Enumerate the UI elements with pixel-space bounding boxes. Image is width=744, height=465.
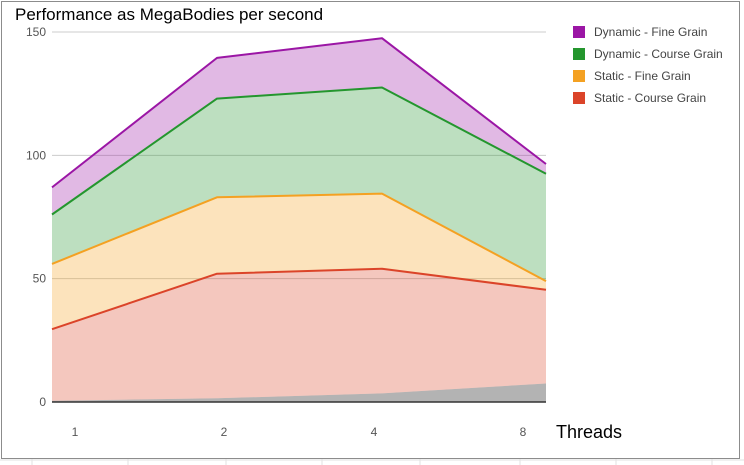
static-course-grain-area bbox=[52, 268, 546, 401]
x-tick-label: 2 bbox=[221, 425, 228, 439]
y-tick-label: 0 bbox=[39, 395, 46, 409]
chart-container[interactable] bbox=[1, 1, 740, 459]
legend-label: Static - Course Grain bbox=[594, 91, 706, 105]
static-course-grain-line bbox=[51, 267, 547, 331]
legend-swatch bbox=[573, 26, 585, 38]
y-tick-label: 100 bbox=[26, 148, 46, 162]
legend: Dynamic - Fine Grain Dynamic - Course Gra… bbox=[573, 25, 723, 105]
dynamic-fine-grain-line bbox=[51, 37, 547, 189]
y-tick-label: 150 bbox=[26, 25, 46, 39]
x-tick-label: 1 bbox=[72, 425, 79, 439]
x-axis-title: Threads bbox=[556, 422, 622, 442]
legend-swatch bbox=[573, 70, 585, 82]
legend-label: Dynamic - Fine Grain bbox=[594, 25, 707, 39]
legend-label: Static - Fine Grain bbox=[594, 69, 691, 83]
legend-swatch bbox=[573, 48, 585, 60]
area-series bbox=[51, 37, 547, 402]
x-tick-label: 8 bbox=[520, 425, 527, 439]
y-tick-label: 50 bbox=[33, 272, 47, 286]
dynamic-course-grain-area bbox=[52, 87, 546, 282]
x-tick-label: 4 bbox=[371, 425, 378, 439]
dynamic-fine-grain-area bbox=[52, 38, 546, 215]
base-series-area bbox=[52, 383, 546, 402]
dynamic-course-grain-line bbox=[51, 86, 547, 216]
legend-label: Dynamic - Course Grain bbox=[594, 47, 723, 61]
static-fine-grain-area bbox=[52, 193, 546, 330]
chart-title: Performance as MegaBodies per second bbox=[15, 5, 324, 24]
static-fine-grain-line bbox=[51, 192, 547, 282]
axes: 1 2 4 8 bbox=[52, 401, 546, 439]
legend-swatch bbox=[573, 92, 585, 104]
